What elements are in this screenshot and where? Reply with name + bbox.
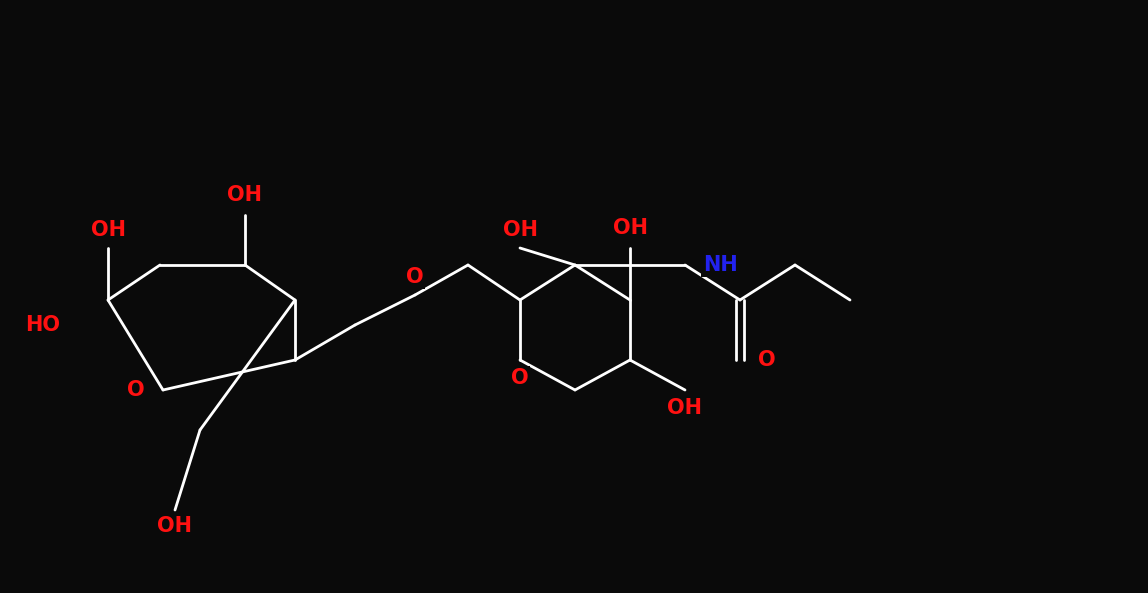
Text: O: O	[406, 267, 424, 287]
Text: OH: OH	[227, 185, 263, 205]
Text: HO: HO	[25, 315, 60, 335]
Text: NH: NH	[703, 255, 738, 275]
Text: OH: OH	[613, 218, 647, 238]
Text: OH: OH	[503, 220, 537, 240]
Text: O: O	[511, 368, 529, 388]
Text: OH: OH	[91, 220, 125, 240]
Text: OH: OH	[157, 516, 193, 536]
Text: O: O	[127, 380, 145, 400]
Text: O: O	[758, 350, 776, 370]
Text: OH: OH	[667, 398, 703, 418]
